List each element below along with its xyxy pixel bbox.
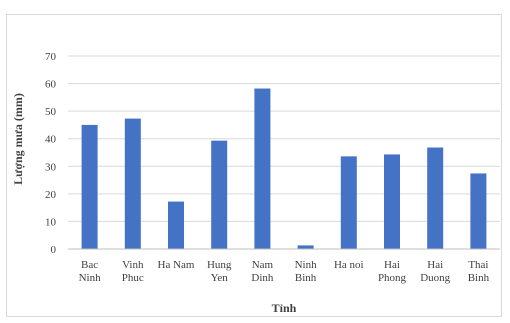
y-tick-label: 10 — [45, 216, 57, 228]
bar — [81, 124, 98, 249]
x-tick-label: Ha Nam — [158, 259, 195, 271]
bar — [297, 245, 314, 249]
y-tick-label: 40 — [45, 134, 57, 146]
y-axis-title: Lượng mưa (mm) — [11, 93, 25, 185]
x-tick-label-line: Thai — [468, 259, 488, 271]
x-tick-label-line: Vinh — [122, 259, 144, 271]
x-tick-label-line: Phuc — [122, 272, 144, 284]
bar — [427, 147, 444, 249]
x-tick-label-line: Ha Nam — [158, 259, 195, 271]
x-tick-label-line: Ninh — [295, 259, 318, 271]
x-tick-label: Vinh Phuc — [122, 259, 144, 284]
x-tick-label: Thai Binh — [468, 259, 490, 284]
y-tick-label: 50 — [45, 106, 57, 118]
y-tick-label: 0 — [51, 244, 57, 256]
x-tick-label-line: Phong — [378, 272, 407, 284]
x-axis-title: Tỉnh — [272, 301, 297, 315]
x-tick-label-line: Hai — [427, 259, 443, 271]
x-tick-label: Ninh Binh — [295, 259, 318, 284]
x-tick-label-line: Binh — [295, 272, 317, 284]
bar — [470, 173, 487, 249]
x-tick-label: Bac Ninh — [79, 259, 102, 284]
y-tick-label: 30 — [45, 161, 57, 173]
x-tick-label-line: Hung — [207, 259, 232, 271]
x-tick-label-line: Nam — [252, 259, 274, 271]
x-tick-label: Ha noi — [334, 259, 364, 271]
x-tick-label-line: Binh — [468, 272, 490, 284]
x-tick-label: Nam Dinh — [251, 259, 274, 284]
bar — [211, 140, 228, 249]
bar — [168, 201, 184, 249]
x-tick-label-line: Hai — [384, 259, 400, 271]
y-tick-label: 60 — [45, 79, 57, 91]
y-tick-label: 70 — [45, 51, 57, 63]
x-tick-label-line: Yen — [211, 272, 229, 284]
x-tick-label-line: Duong — [420, 272, 450, 284]
y-tick-labels: 0 10 20 30 40 50 60 70 — [45, 51, 57, 256]
x-tick-label: Hai Duong — [420, 259, 450, 284]
x-tick-label-line: Dinh — [251, 272, 274, 284]
bars — [81, 88, 487, 249]
bar — [340, 156, 357, 249]
x-tick-label-line: Ha noi — [334, 259, 364, 271]
y-tick-label: 20 — [45, 189, 57, 201]
x-tick-label-line: Bac — [81, 259, 98, 271]
bar — [384, 154, 400, 249]
x-tick-label-line: Ninh — [79, 272, 102, 284]
bar — [254, 88, 271, 249]
x-tick-label: Hai Phong — [378, 259, 407, 284]
x-tick-label: Hung Yen — [207, 259, 232, 284]
bar — [124, 118, 141, 249]
